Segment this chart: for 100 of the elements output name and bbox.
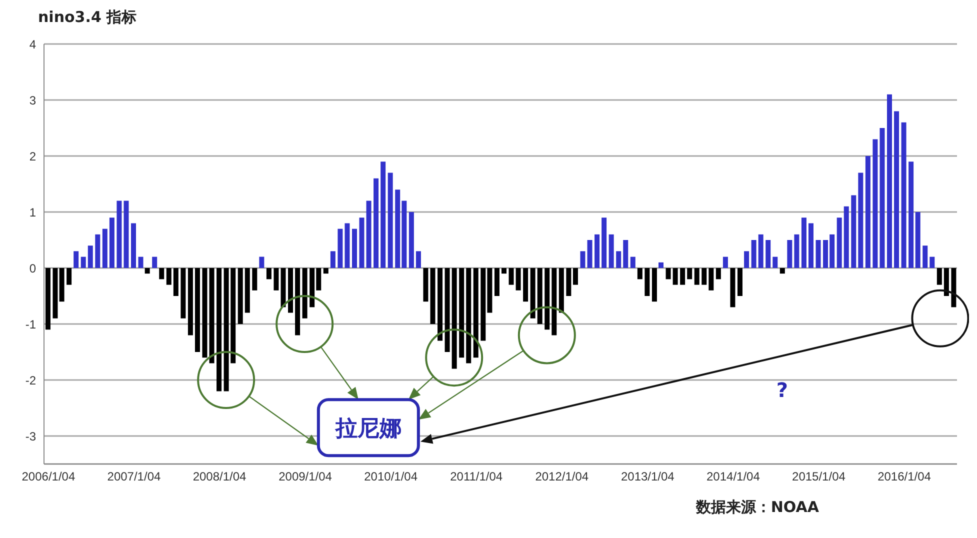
bar — [430, 268, 436, 324]
bar — [131, 223, 136, 268]
bar — [252, 268, 258, 290]
bar — [95, 234, 100, 268]
bar — [374, 178, 379, 268]
source-note: 数据来源：NOAA — [694, 498, 820, 517]
y-tick-label: -1 — [25, 317, 36, 332]
bar — [766, 240, 771, 268]
bar — [858, 172, 864, 268]
bar — [616, 251, 622, 268]
bar — [473, 268, 478, 358]
bar — [338, 228, 343, 268]
bar — [944, 268, 949, 296]
bar — [602, 218, 607, 268]
bar — [801, 218, 806, 268]
bar — [594, 234, 600, 268]
bar — [637, 268, 642, 280]
bar — [530, 268, 536, 318]
bar — [687, 268, 692, 280]
x-tick-label: 2011/1/04 — [450, 470, 503, 484]
bar — [166, 268, 172, 285]
bar — [630, 256, 636, 268]
bar — [708, 268, 714, 290]
bar — [144, 268, 150, 274]
bar — [344, 223, 350, 268]
bar — [780, 268, 785, 274]
bar — [423, 268, 428, 302]
x-tick-label: 2009/1/04 — [278, 470, 332, 484]
bar — [666, 268, 671, 280]
bar — [894, 111, 900, 268]
x-tick-label: 2013/1/04 — [620, 470, 675, 484]
x-tick-label: 2006/1/04 — [22, 470, 76, 484]
y-tick-label: -2 — [25, 373, 36, 388]
bar — [330, 251, 336, 268]
bar — [323, 268, 328, 274]
bar — [566, 268, 572, 296]
bar — [901, 122, 906, 268]
bar — [380, 162, 386, 268]
bar — [872, 139, 878, 268]
bar — [359, 218, 364, 268]
chart-title: nino3.4 指标 — [37, 8, 138, 28]
bar — [494, 268, 500, 296]
bar — [52, 268, 58, 318]
bar — [772, 256, 778, 268]
bar — [623, 240, 628, 268]
bar — [930, 256, 935, 268]
y-tick-label: 0 — [29, 261, 36, 276]
bar — [288, 268, 294, 313]
bar — [124, 200, 129, 268]
bar — [523, 268, 528, 302]
bar — [865, 156, 870, 268]
bar — [266, 268, 272, 280]
bar — [102, 228, 108, 268]
bar — [694, 268, 700, 285]
bar — [508, 268, 514, 285]
bar — [280, 268, 286, 308]
bar — [438, 268, 443, 341]
bar — [794, 234, 800, 268]
bar — [737, 268, 742, 296]
bar — [188, 268, 193, 336]
bar — [851, 195, 856, 268]
bar — [180, 268, 186, 318]
bar — [716, 268, 721, 280]
bar — [558, 268, 564, 313]
y-tick-label: 4 — [29, 37, 36, 52]
y-tick-label: -3 — [25, 429, 36, 444]
bar — [572, 268, 578, 285]
y-tick-label: 1 — [29, 205, 36, 220]
bar — [59, 268, 64, 302]
x-tick-label: 2012/1/04 — [535, 470, 589, 484]
bar — [587, 240, 592, 268]
bar — [459, 268, 464, 358]
bar — [159, 268, 164, 280]
bar — [138, 256, 144, 268]
bar — [416, 251, 421, 268]
bar — [45, 268, 50, 330]
bar — [915, 212, 920, 268]
bar — [466, 268, 472, 364]
bar — [88, 246, 93, 268]
bar — [66, 268, 72, 285]
bar — [787, 240, 792, 268]
bar — [922, 246, 928, 268]
bar — [259, 256, 264, 268]
bar — [751, 240, 756, 268]
bar — [274, 268, 279, 290]
bar — [722, 256, 728, 268]
bar — [658, 262, 664, 268]
bar — [295, 268, 300, 336]
annotation: 拉尼娜 — [334, 416, 402, 442]
bar — [936, 268, 942, 285]
bar — [152, 256, 158, 268]
bar — [552, 268, 557, 336]
bar — [608, 234, 614, 268]
bar — [951, 268, 956, 308]
bar — [680, 268, 686, 285]
bar — [216, 268, 222, 392]
bar — [886, 94, 892, 268]
bar — [730, 268, 736, 308]
bar — [908, 162, 914, 268]
bar — [758, 234, 764, 268]
